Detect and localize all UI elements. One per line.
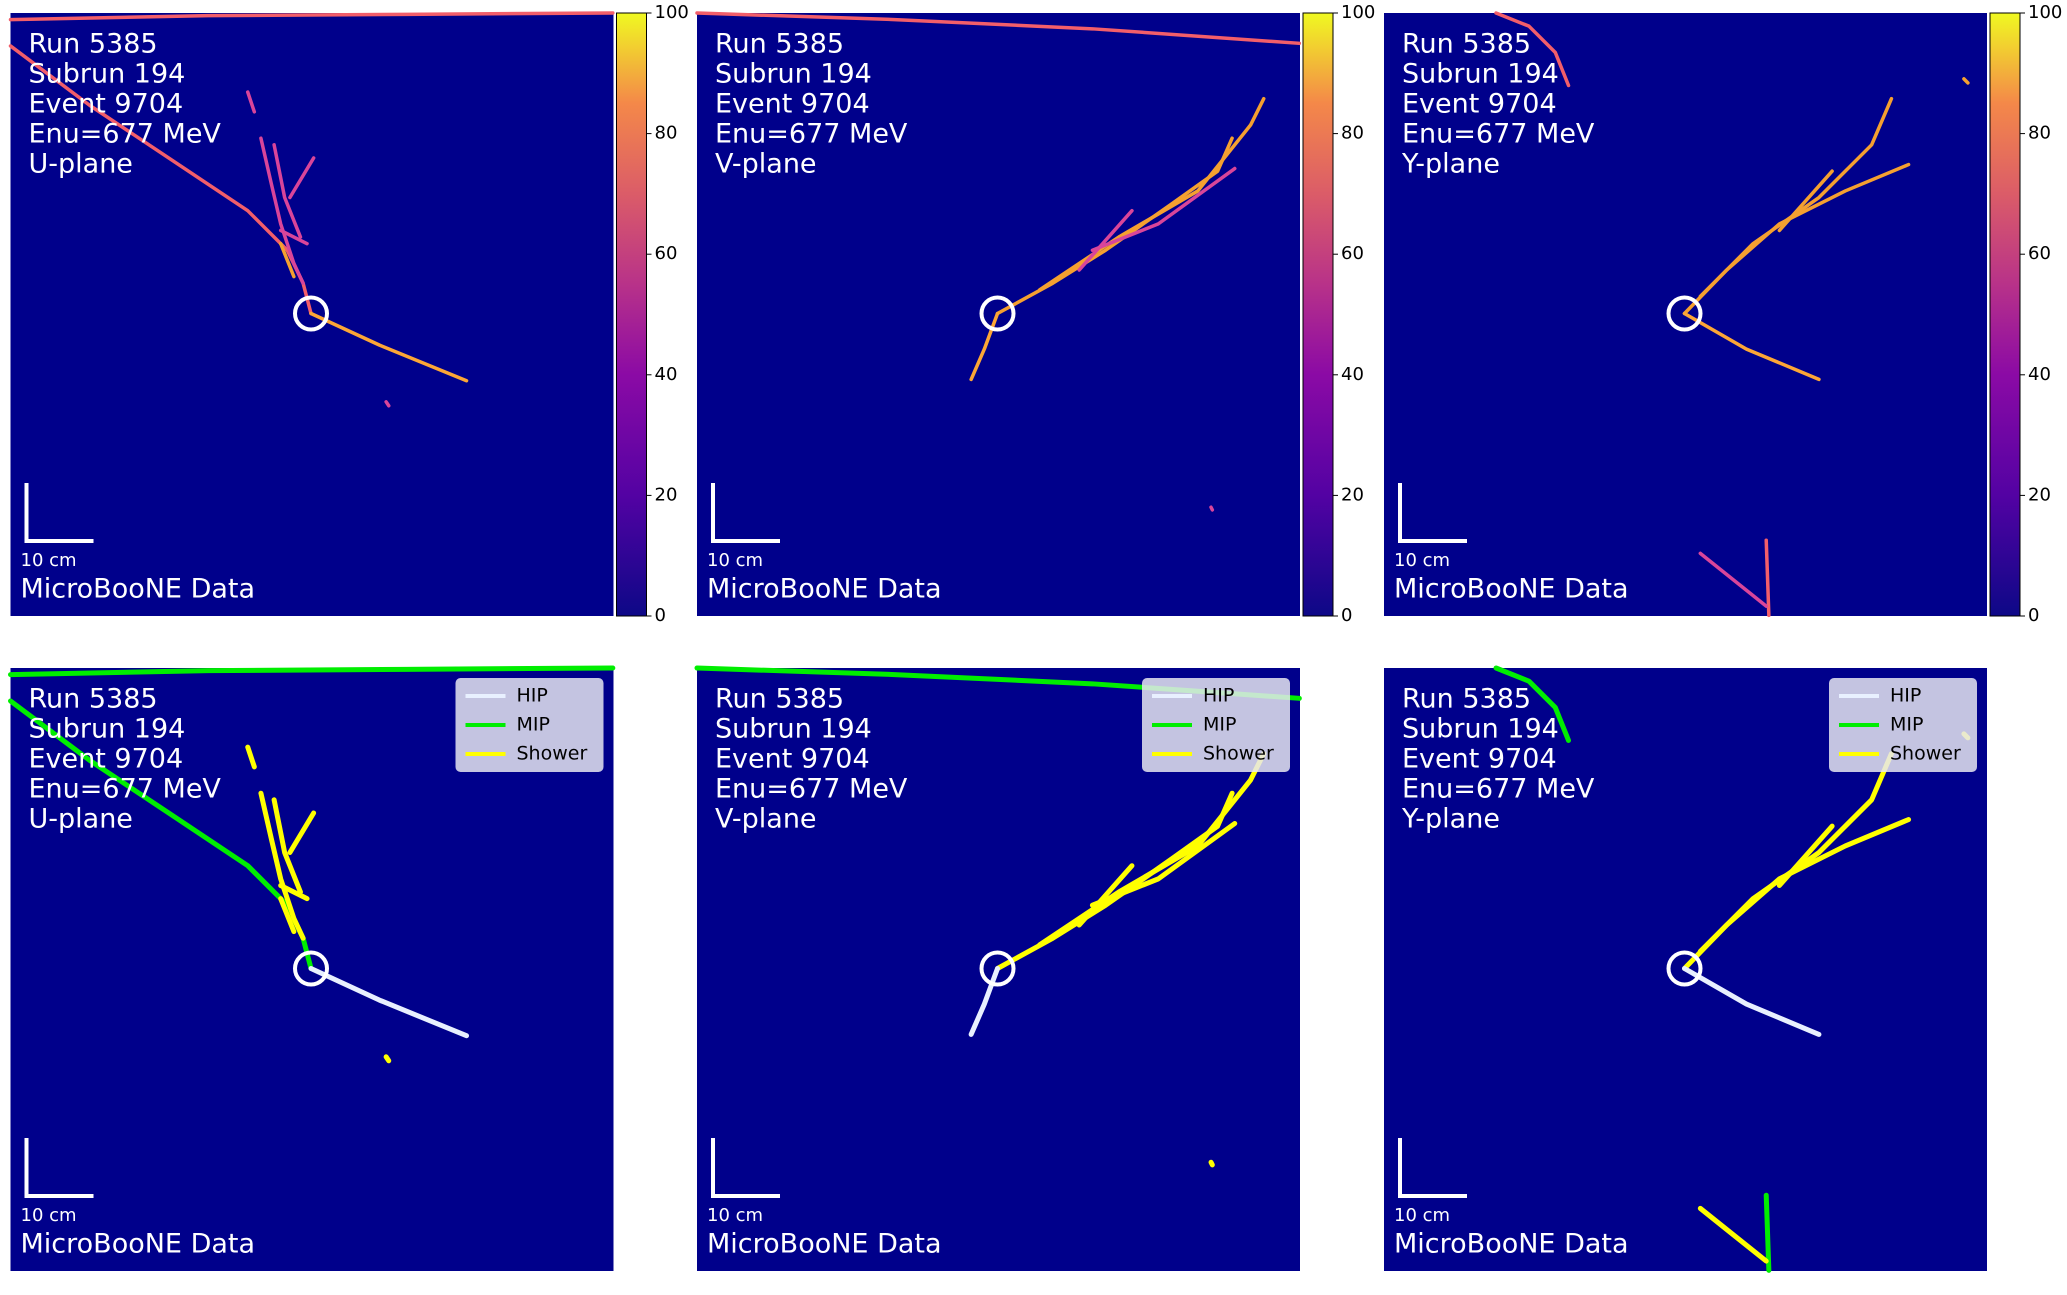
event-info: Run 5385 — [1402, 684, 1531, 715]
data-label: MicroBooNE Data — [707, 574, 942, 605]
event-info: Enu=677 MeV — [715, 774, 908, 805]
event-info: Y-plane — [1401, 149, 1500, 180]
colorbar-tick-label: 100 — [1341, 2, 1375, 23]
data-label: MicroBooNE Data — [707, 1229, 942, 1260]
event-info: Subrun 194 — [715, 714, 872, 745]
event-info: Run 5385 — [29, 684, 158, 715]
colorbar-tick-label: 20 — [655, 484, 678, 505]
event-info: Subrun 194 — [29, 59, 186, 90]
scale-label: 10 cm — [1394, 1205, 1450, 1226]
event-panel: Run 5385Subrun 194Event 9704Enu=677 MeVY… — [1384, 668, 1987, 1271]
event-panel: Run 5385Subrun 194Event 9704Enu=677 MeVY… — [1384, 13, 1987, 616]
data-label: MicroBooNE Data — [21, 574, 256, 605]
colorbar-tick-label: 40 — [2028, 364, 2051, 385]
legend-label: Shower — [517, 743, 588, 765]
legend: HIP MIP Shower — [1829, 678, 1977, 772]
data-label: MicroBooNE Data — [1394, 1229, 1629, 1260]
colorbar-tick-label: 60 — [2028, 243, 2051, 264]
event-info: Y-plane — [1401, 804, 1500, 835]
event-info: Subrun 194 — [715, 59, 872, 90]
event-info: Subrun 194 — [29, 714, 186, 745]
event-info: Enu=677 MeV — [1402, 119, 1595, 150]
event-info: Event 9704 — [715, 89, 870, 120]
event-info: Event 9704 — [29, 744, 184, 775]
event-panel: Run 5385Subrun 194Event 9704Enu=677 MeVV… — [697, 13, 1300, 616]
event-info: Run 5385 — [715, 684, 844, 715]
colorbar-tick-label: 60 — [655, 243, 678, 264]
event-info: Subrun 194 — [1402, 59, 1559, 90]
legend-label: MIP — [1890, 714, 1923, 736]
event-info: Event 9704 — [1402, 744, 1557, 775]
legend-label: MIP — [1203, 714, 1236, 736]
event-info: Enu=677 MeV — [1402, 774, 1595, 805]
event-info: Event 9704 — [1402, 89, 1557, 120]
event-info: Run 5385 — [1402, 29, 1531, 60]
scale-label: 10 cm — [21, 550, 77, 571]
data-label: MicroBooNE Data — [1394, 574, 1629, 605]
colorbar-tick-label: 40 — [1341, 364, 1364, 385]
colorbar-tick-label: 60 — [1341, 243, 1364, 264]
event-info: Enu=677 MeV — [29, 119, 222, 150]
colorbar-tick-label: 100 — [2028, 2, 2062, 23]
event-info: Subrun 194 — [1402, 714, 1559, 745]
legend-label: HIP — [517, 685, 548, 707]
track-shower — [386, 402, 389, 406]
scale-label: 10 cm — [21, 1205, 77, 1226]
colorbar — [617, 13, 647, 616]
legend-label: Shower — [1203, 743, 1274, 765]
event-panel: Run 5385Subrun 194Event 9704Enu=677 MeVU… — [11, 668, 614, 1271]
colorbar-tick-label: 80 — [655, 123, 678, 144]
event-info: Enu=677 MeV — [715, 119, 908, 150]
colorbar-tick-label: 20 — [1341, 484, 1364, 505]
scale-label: 10 cm — [707, 550, 763, 571]
legend-label: Shower — [1890, 743, 1961, 765]
event-info: Run 5385 — [29, 29, 158, 60]
track-shower — [1211, 1162, 1212, 1165]
event-info: Run 5385 — [715, 29, 844, 60]
event-info: U-plane — [29, 149, 133, 180]
event-info: V-plane — [715, 804, 817, 835]
track-shower — [386, 1057, 389, 1061]
event-info: U-plane — [29, 804, 133, 835]
event-info: Event 9704 — [715, 744, 870, 775]
track-shower — [1211, 507, 1212, 510]
event-panel: Run 5385Subrun 194Event 9704Enu=677 MeVU… — [11, 13, 614, 616]
event-info: V-plane — [715, 149, 817, 180]
colorbar-tick-label: 0 — [2028, 605, 2039, 626]
legend-label: MIP — [517, 714, 550, 736]
event-info: Event 9704 — [29, 89, 184, 120]
event-panel: Run 5385Subrun 194Event 9704Enu=677 MeVV… — [697, 668, 1300, 1271]
legend: HIP MIP Shower — [1142, 678, 1290, 772]
colorbar-tick-label: 0 — [1341, 605, 1352, 626]
colorbar — [1303, 13, 1333, 616]
event-info: Enu=677 MeV — [29, 774, 222, 805]
colorbar-tick-label: 80 — [2028, 123, 2051, 144]
legend-label: HIP — [1890, 685, 1921, 707]
data-label: MicroBooNE Data — [21, 1229, 256, 1260]
scale-label: 10 cm — [707, 1205, 763, 1226]
scale-label: 10 cm — [1394, 550, 1450, 571]
colorbar-tick-label: 20 — [2028, 484, 2051, 505]
legend-label: HIP — [1203, 685, 1234, 707]
colorbar-tick-label: 0 — [655, 605, 666, 626]
colorbar-tick-label: 80 — [1341, 123, 1364, 144]
colorbar-tick-label: 40 — [655, 364, 678, 385]
colorbar-tick-label: 100 — [655, 2, 689, 23]
colorbar — [1990, 13, 2020, 616]
legend: HIP MIP Shower — [456, 678, 604, 772]
